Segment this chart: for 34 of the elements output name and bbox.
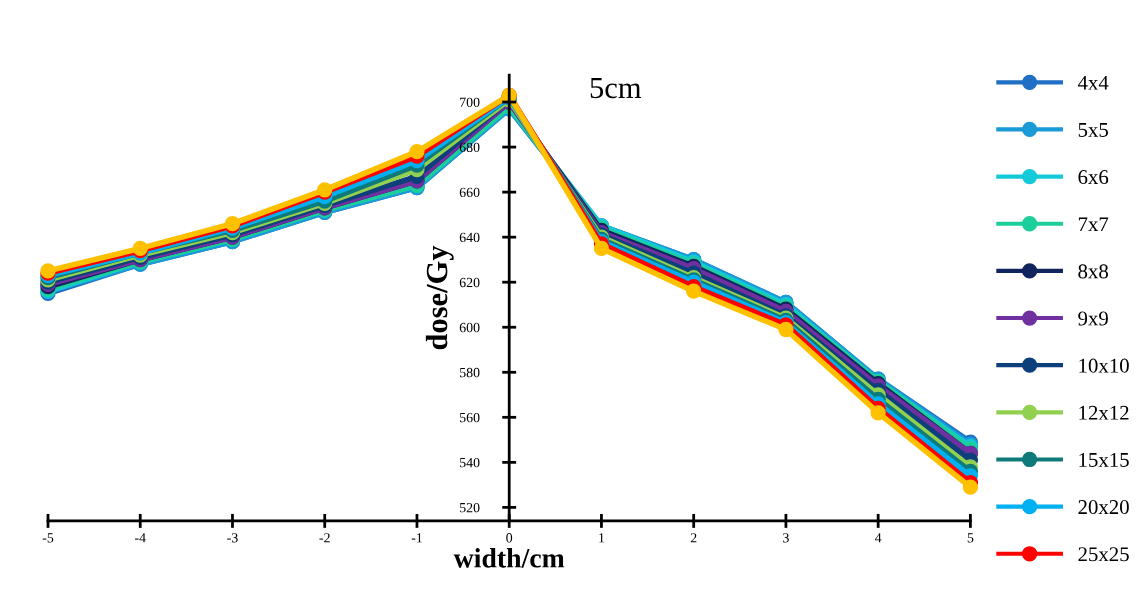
x-tick-label: -2 — [319, 533, 330, 543]
legend-label: 7x7 — [1078, 217, 1109, 232]
legend-label: 8x8 — [1078, 264, 1108, 279]
y-tick-label: 620 — [459, 277, 480, 288]
y-tick-label: 700 — [460, 97, 480, 107]
legend-label: 10x10 — [1079, 358, 1129, 373]
x-tick-label: 2 — [690, 533, 697, 543]
legend-label: 25x25 — [1078, 547, 1129, 562]
y-tick-label: 520 — [460, 502, 480, 513]
x-tick-label: -1 — [411, 533, 422, 543]
legend-label: 12x12 — [1079, 405, 1129, 420]
x-tick-label: 5 — [967, 533, 974, 543]
chart-title: 5cm — [590, 77, 642, 99]
x-tick-label: 0 — [506, 533, 513, 543]
y-axis-title: dose/Gy — [425, 245, 454, 350]
y-tick-label: 600 — [459, 322, 480, 333]
y-tick-label: 660 — [459, 187, 480, 198]
x-tick-label: 3 — [783, 533, 789, 543]
x-axis-title: width/cm — [453, 548, 565, 568]
legend-label: 15x15 — [1079, 453, 1129, 467]
legend-label: 20x20 — [1078, 500, 1129, 515]
x-tick-label: -4 — [134, 533, 146, 543]
legend-label: 9x9 — [1078, 311, 1108, 326]
y-tick-label: 640 — [459, 232, 480, 243]
legend-label: 5x5 — [1078, 123, 1108, 137]
x-tick-label: 4 — [874, 533, 882, 543]
y-tick-label: 540 — [460, 457, 480, 468]
x-tick-label: 1 — [599, 533, 605, 543]
x-tick-label: -3 — [227, 533, 238, 543]
y-tick-label: 580 — [460, 367, 480, 378]
y-tick-label: 560 — [460, 412, 480, 423]
legend-label: 6x6 — [1078, 170, 1109, 185]
legend-label: 4x4 — [1077, 75, 1109, 90]
x-tick-label: -5 — [42, 533, 54, 543]
